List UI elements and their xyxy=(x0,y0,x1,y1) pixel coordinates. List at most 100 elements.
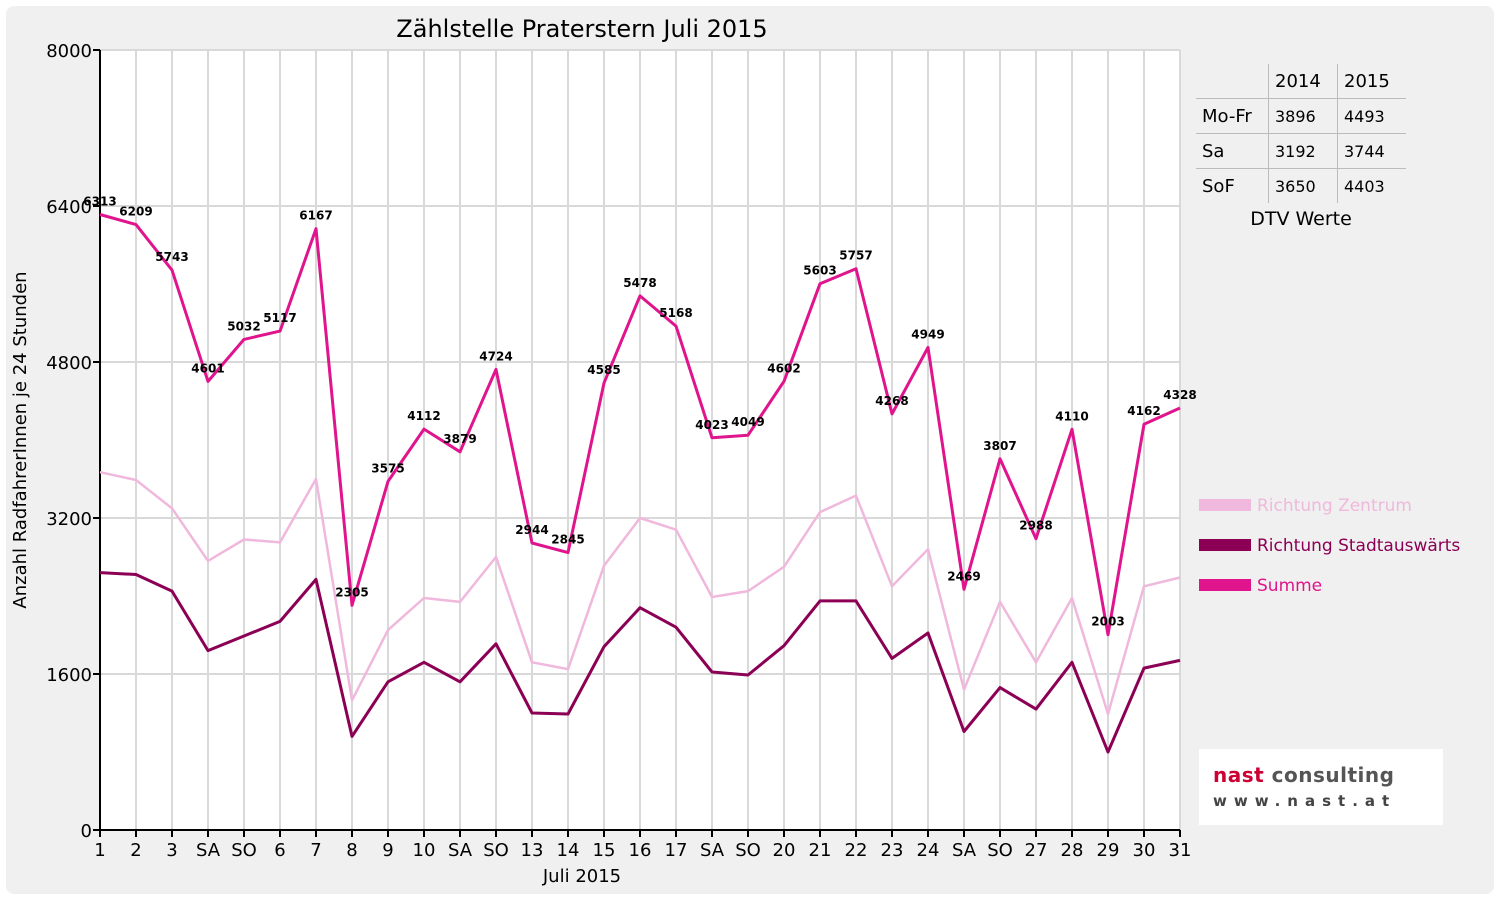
data-label: 2469 xyxy=(947,569,980,583)
legend-label: Richtung Zentrum xyxy=(1257,496,1412,516)
legend-swatch xyxy=(1199,539,1251,551)
data-label: 5603 xyxy=(803,264,836,278)
x-axis-ticks: 1 2 3 SA SO 6 7 8 9 10 SA SO 13 14 15 16 17 SA SO 20 21 22 23 2… xyxy=(94,830,1191,861)
x-tick-label: 7 xyxy=(310,840,321,861)
x-tick-label: 3 xyxy=(166,840,177,861)
x-tick-label: 21 xyxy=(809,840,832,861)
logo-wordmark: nast consulting xyxy=(1213,763,1394,787)
logo-url: www.nast.at xyxy=(1213,792,1397,810)
data-label: 5478 xyxy=(623,276,656,290)
x-tick-label: 15 xyxy=(593,840,616,861)
data-label: 2845 xyxy=(551,533,584,547)
data-label: 4585 xyxy=(587,363,620,377)
x-tick-label: 28 xyxy=(1061,840,1084,861)
x-tick-label: SA xyxy=(196,840,221,861)
data-label: 6313 xyxy=(83,194,116,208)
dtv-cell: 4493 xyxy=(1337,98,1406,134)
legend-swatch xyxy=(1199,579,1251,591)
dtv-row: SoF 3650 4403 xyxy=(1196,168,1406,203)
x-tick-label: 13 xyxy=(521,840,544,861)
x-tick-label: SA xyxy=(700,840,725,861)
data-label: 6167 xyxy=(299,209,332,223)
x-tick-label: 31 xyxy=(1169,840,1192,861)
y-tick-label: 6400 xyxy=(46,197,92,218)
data-label: 4162 xyxy=(1127,404,1160,418)
data-label: 4949 xyxy=(911,327,944,341)
x-tick-label: SA xyxy=(952,840,977,861)
series-line-richtung-stadtausw-rts xyxy=(99,571,1181,754)
y-tick-label: 8000 xyxy=(46,41,92,62)
data-label: 5168 xyxy=(659,306,692,320)
x-tick-label: 14 xyxy=(557,840,580,861)
x-tick-label: SO xyxy=(987,840,1013,861)
dtv-row-label: Sa xyxy=(1196,133,1269,169)
data-label: 2988 xyxy=(1019,519,1052,533)
x-tick-label: 20 xyxy=(773,840,796,861)
data-label: 4110 xyxy=(1055,409,1088,423)
logo-name-part1: nast xyxy=(1213,763,1265,787)
series-line-richtung-zentrum xyxy=(99,470,1181,716)
x-tick-label: 8 xyxy=(346,840,357,861)
series-lines xyxy=(99,213,1181,754)
data-label: 3879 xyxy=(443,432,476,446)
data-label: 4023 xyxy=(695,418,728,432)
dtv-header-cell: 2014 xyxy=(1268,64,1338,99)
data-label: 5743 xyxy=(155,250,188,264)
data-label: 5117 xyxy=(263,311,296,325)
logo-name-part2: consulting xyxy=(1264,763,1395,787)
x-tick-label: 23 xyxy=(881,840,904,861)
legend-label: Richtung Stadtauswärts xyxy=(1257,536,1460,556)
dtv-table: 2014 2015 Mo-Fr 3896 4493 Sa 3192 3744 S… xyxy=(1196,64,1406,203)
legend-label: Summe xyxy=(1257,576,1322,596)
x-tick-label: 29 xyxy=(1097,840,1120,861)
y-tick-label: 3200 xyxy=(46,509,92,530)
data-label: 3807 xyxy=(983,439,1016,453)
data-label: 4112 xyxy=(407,409,440,423)
x-tick-label: 24 xyxy=(917,840,940,861)
data-label: 4268 xyxy=(875,394,908,408)
data-label: 4601 xyxy=(191,361,224,375)
dtv-cell: 3744 xyxy=(1337,133,1406,169)
x-tick-label: 22 xyxy=(845,840,868,861)
x-tick-label: 1 xyxy=(94,840,105,861)
data-label: 4724 xyxy=(479,349,512,363)
y-tick-label: 4800 xyxy=(46,353,92,374)
x-tick-label: 2 xyxy=(130,840,141,861)
data-label: 4049 xyxy=(731,415,764,429)
x-tick-label: 6 xyxy=(274,840,285,861)
dtv-cell: 3192 xyxy=(1268,133,1338,169)
data-label: 4328 xyxy=(1163,388,1196,402)
x-tick-label: 30 xyxy=(1133,840,1156,861)
dtv-row: Sa 3192 3744 xyxy=(1196,133,1406,169)
x-tick-label: SO xyxy=(231,840,257,861)
dtv-header-cell xyxy=(1196,64,1269,99)
data-label: 2944 xyxy=(515,523,548,537)
data-label: 2305 xyxy=(335,585,368,599)
data-label: 3575 xyxy=(371,461,404,475)
x-tick-label: 27 xyxy=(1025,840,1048,861)
y-axis-ticks: 0 1600 3200 4800 6400 8000 xyxy=(46,41,100,842)
dtv-header-row: 2014 2015 xyxy=(1196,64,1406,99)
x-tick-label: SO xyxy=(735,840,761,861)
data-label: 5757 xyxy=(839,249,872,263)
y-axis-label: Anzahl RadfahrerInnen je 24 Stunden xyxy=(10,271,31,608)
dtv-cell: 3650 xyxy=(1268,168,1338,203)
y-tick-label: 1600 xyxy=(46,665,92,686)
series-line-summe xyxy=(99,213,1181,637)
x-tick-label: 17 xyxy=(665,840,688,861)
x-tick-label: SA xyxy=(448,840,473,861)
y-tick-label: 0 xyxy=(81,821,92,842)
dtv-caption: DTV Werte xyxy=(1250,208,1352,230)
x-tick-label: 16 xyxy=(629,840,652,861)
data-label: 5032 xyxy=(227,319,260,333)
data-label: 4602 xyxy=(767,361,800,375)
data-label: 6209 xyxy=(119,205,152,219)
legend: Richtung Zentrum Richtung Stadtauswärts Su… xyxy=(1199,496,1460,596)
dtv-cell: 3896 xyxy=(1268,98,1338,134)
chart-title: Zählstelle Praterstern Juli 2015 xyxy=(396,15,767,43)
dtv-cell: 4403 xyxy=(1344,176,1385,196)
dtv-row-label: Mo-Fr xyxy=(1196,98,1269,134)
dtv-row: Mo-Fr 3896 4493 xyxy=(1196,98,1406,134)
